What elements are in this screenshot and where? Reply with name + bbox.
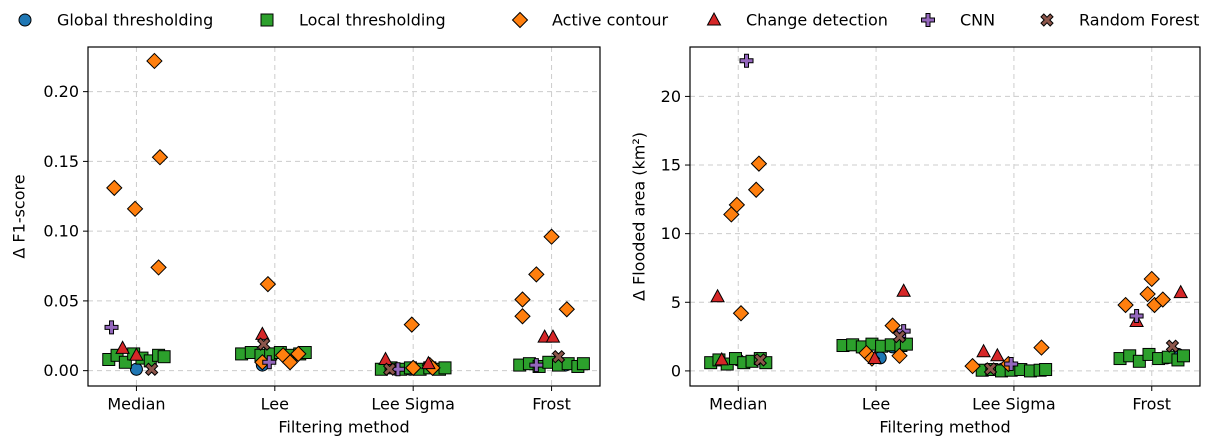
x-tick-label: Frost	[1132, 395, 1171, 414]
data-point	[990, 347, 1005, 362]
data-point	[976, 343, 991, 358]
data-point	[106, 179, 123, 197]
legend-label: Random Forest	[1079, 11, 1199, 30]
data-point	[146, 52, 163, 70]
plot-frame	[87, 46, 601, 387]
data-point	[1143, 270, 1160, 288]
legend-marker	[921, 13, 935, 27]
data-point	[290, 345, 307, 363]
data-point	[1139, 285, 1156, 303]
data-point	[257, 337, 271, 351]
x-tick-label: Lee Sigma	[972, 395, 1056, 414]
data-point	[750, 155, 768, 172]
y-tick-label: 0.10	[43, 222, 79, 241]
data-point	[157, 350, 171, 364]
data-point	[382, 362, 397, 376]
data-point	[1004, 357, 1019, 372]
plot-frame	[689, 46, 1201, 387]
y-tick-label: 5	[671, 293, 681, 312]
legend-marker	[511, 11, 529, 29]
data-point	[129, 347, 144, 361]
data-point	[529, 358, 544, 373]
y-tick-label: 20	[661, 87, 681, 106]
x-tick-label: Median	[709, 395, 767, 414]
data-point	[1132, 354, 1146, 368]
legend-label: Change detection	[746, 11, 888, 30]
data-point	[739, 53, 754, 68]
data-point	[104, 320, 119, 335]
data-point	[514, 308, 531, 325]
data-point	[126, 200, 144, 218]
y-tick-label: 15	[661, 156, 681, 175]
x-tick-label: Lee	[862, 395, 890, 414]
data-point	[896, 283, 911, 297]
y-tick-label: 0.05	[43, 291, 79, 310]
x-tick-label: Lee Sigma	[371, 395, 455, 414]
data-point	[710, 288, 725, 303]
data-point	[545, 329, 561, 343]
y-tick-label: 10	[661, 224, 681, 243]
data-point	[129, 362, 143, 376]
y-tick-label: 0.00	[43, 361, 79, 380]
data-point	[728, 196, 746, 214]
data-point	[1039, 363, 1053, 377]
data-point	[438, 361, 452, 375]
data-point	[714, 351, 730, 366]
data-point	[576, 357, 590, 371]
legend-label: Global thresholding	[57, 11, 213, 30]
legend-marker	[1040, 13, 1054, 27]
data-point	[983, 362, 998, 376]
y-tick-label: 0.20	[43, 82, 79, 101]
data-point	[1165, 339, 1180, 353]
data-point	[150, 259, 167, 276]
data-point	[867, 350, 883, 365]
legend-label: CNN	[960, 11, 995, 30]
data-point	[281, 354, 299, 371]
data-point	[732, 305, 750, 322]
data-point	[259, 275, 277, 293]
y-axis-label: Δ F1-score	[10, 174, 29, 258]
data-point	[1117, 296, 1134, 314]
data-point	[404, 359, 422, 377]
data-point	[115, 340, 130, 354]
data-point	[403, 316, 421, 333]
data-point	[1176, 349, 1190, 363]
legend-label: Active contour	[552, 11, 669, 30]
data-point	[1154, 291, 1171, 308]
legend-label: Local thresholding	[299, 11, 446, 30]
data-point	[528, 266, 545, 283]
x-tick-label: Median	[107, 395, 165, 414]
data-point	[514, 291, 531, 308]
y-tick-label: 0	[671, 361, 681, 380]
data-point	[891, 347, 908, 365]
legend-marker	[706, 11, 722, 26]
data-point	[1033, 339, 1050, 356]
data-point	[964, 357, 981, 375]
y-tick-label: 0.15	[43, 152, 79, 171]
data-point	[543, 228, 560, 245]
x-tick-label: Lee	[261, 395, 289, 414]
data-point	[151, 149, 169, 166]
data-point	[262, 355, 277, 370]
legend-marker	[260, 13, 274, 27]
data-point	[884, 317, 901, 334]
x-axis-label: Filtering method	[278, 418, 409, 437]
data-point	[1129, 309, 1144, 324]
data-point	[558, 301, 575, 318]
data-point	[1173, 284, 1189, 299]
data-point	[378, 351, 393, 365]
data-point	[753, 353, 768, 367]
y-axis-label: Δ Flooded area (km²)	[630, 132, 649, 301]
data-point	[551, 349, 566, 364]
data-point	[144, 362, 159, 376]
data-point	[747, 181, 765, 198]
x-axis-label: Filtering method	[879, 418, 1010, 437]
data-point	[421, 355, 436, 370]
legend-marker	[18, 13, 32, 27]
x-tick-label: Frost	[532, 395, 571, 414]
data-point	[892, 329, 907, 344]
